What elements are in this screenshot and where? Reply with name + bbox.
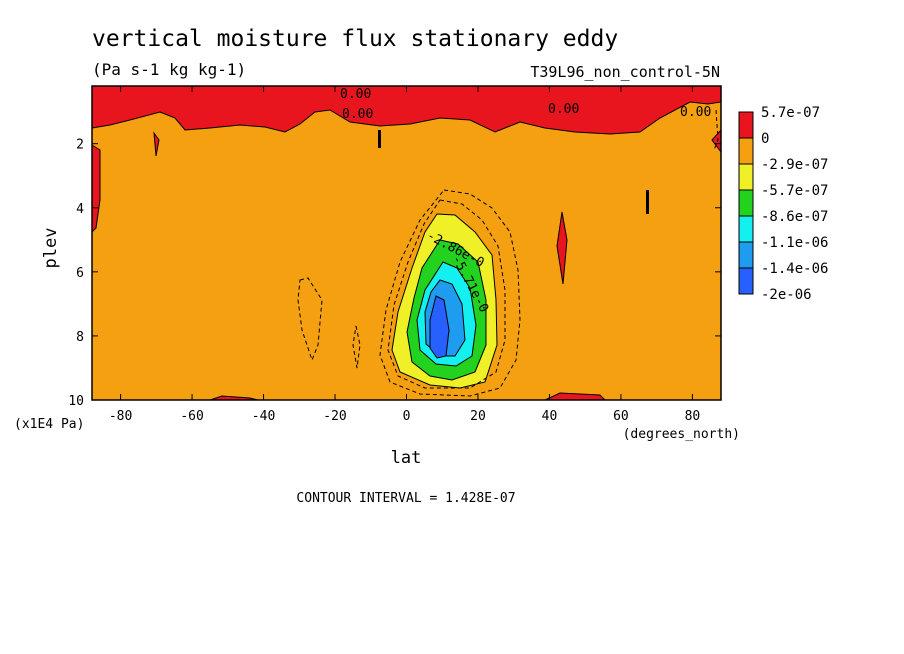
legend-swatch xyxy=(738,241,754,269)
contour-label-zero-3: 0.00 xyxy=(548,102,579,117)
x-tick-label: 40 xyxy=(542,409,558,424)
legend-label: -1.4e-06 xyxy=(761,261,828,277)
small-positive-spot-3 xyxy=(646,190,649,214)
run-label: T39L96_non_control-5N xyxy=(530,63,720,81)
positive-region-40n xyxy=(556,211,568,285)
y-tick-label: 6 xyxy=(76,266,84,281)
x-tick-label: -20 xyxy=(323,409,346,424)
y-tick-label: 4 xyxy=(76,202,84,217)
plot-area: 0.00 0.00 0.00 0.00 -2.86e-0 -5.71e-0 xyxy=(91,85,722,401)
x-tick-label: -80 xyxy=(109,409,132,424)
legend-label: -1.1e-06 xyxy=(761,235,828,251)
legend-label: -2e-06 xyxy=(761,287,812,303)
contour-label-zero-4: 0.00 xyxy=(680,105,711,120)
contour-interval-note: CONTOUR INTERVAL = 1.428E-07 xyxy=(296,491,515,506)
y-tick-label: 8 xyxy=(76,330,84,345)
color-legend: 5.7e-07 0 -2.9e-07 -5.7e-07 -8.6e-07 -1.1e-06… xyxy=(738,105,828,303)
x-tick-label: -60 xyxy=(180,409,203,424)
legend-label: 5.7e-07 xyxy=(761,105,820,121)
negative-contours xyxy=(297,109,719,397)
x-tick-label: 60 xyxy=(613,409,629,424)
x-axis-units: (degrees_north) xyxy=(623,427,740,442)
legend-swatch xyxy=(738,267,754,295)
legend-label: 0 xyxy=(761,131,769,147)
x-tick-label: 0 xyxy=(403,409,411,424)
y-axis: 2 4 6 8 10 xyxy=(68,138,721,409)
y-tick-label: 10 xyxy=(68,394,84,409)
legend-swatch xyxy=(738,163,754,191)
x-axis: -80 -60 -40 -20 0 20 40 60 80 xyxy=(109,86,700,424)
x-axis-title: lat xyxy=(391,448,422,468)
y-axis-title: plev xyxy=(41,228,61,269)
legend-label: -2.9e-07 xyxy=(761,157,828,173)
negative-region-darkblue xyxy=(429,295,450,359)
chart-units: (Pa s-1 kg kg-1) xyxy=(92,60,246,79)
legend-swatch xyxy=(738,111,754,139)
small-positive-spot-2 xyxy=(378,130,381,148)
x-tick-label: 20 xyxy=(470,409,486,424)
y-axis-units: (x1E4 Pa) xyxy=(14,417,84,432)
x-tick-label: -40 xyxy=(252,409,275,424)
x-tick-label: 80 xyxy=(685,409,701,424)
y-tick-label: 2 xyxy=(76,138,84,153)
legend-label: -8.6e-07 xyxy=(761,209,828,225)
chart-title: vertical moisture flux stationary eddy xyxy=(92,26,618,52)
legend-swatch xyxy=(738,137,754,165)
positive-region-top xyxy=(91,85,722,135)
contour-label-zero-1: 0.00 xyxy=(340,87,371,102)
contour-label-zero-2: 0.00 xyxy=(342,107,373,122)
small-positive-spot-1 xyxy=(153,131,160,157)
legend-swatch xyxy=(738,189,754,217)
legend-label: -5.7e-07 xyxy=(761,183,828,199)
legend-swatch xyxy=(738,215,754,243)
